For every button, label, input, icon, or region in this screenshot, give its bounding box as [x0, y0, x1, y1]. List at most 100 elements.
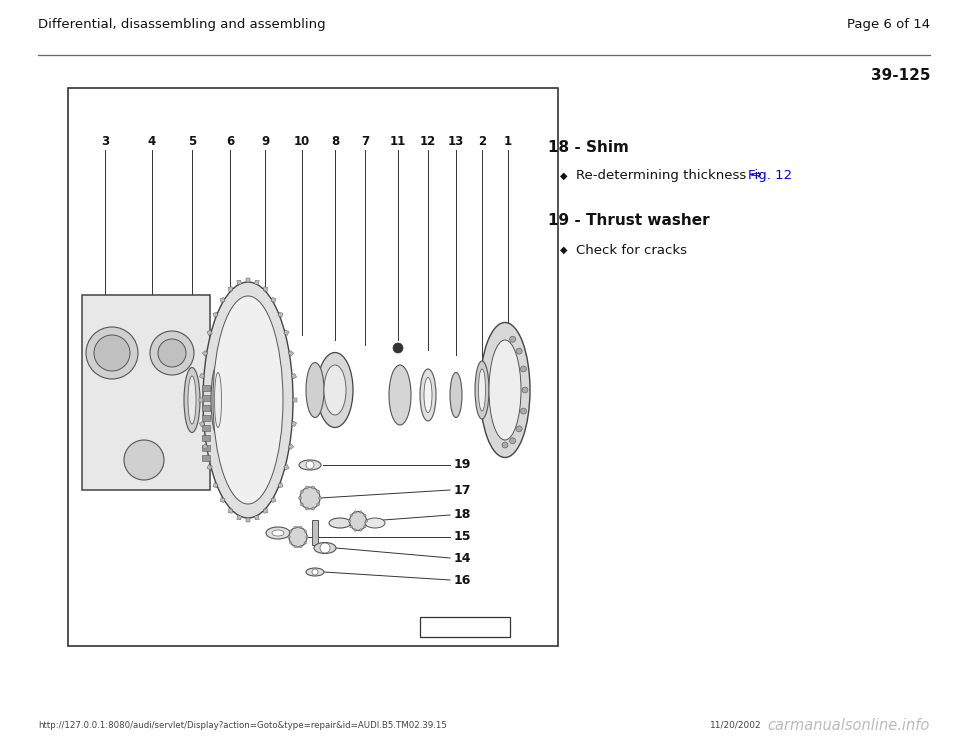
Bar — [202, 435, 210, 441]
Polygon shape — [283, 330, 289, 335]
Circle shape — [350, 525, 352, 528]
Circle shape — [304, 542, 306, 544]
Polygon shape — [288, 444, 294, 450]
Ellipse shape — [188, 376, 196, 424]
Ellipse shape — [349, 511, 367, 531]
Polygon shape — [278, 483, 283, 488]
Bar — [202, 425, 210, 431]
Bar — [202, 455, 210, 461]
Ellipse shape — [365, 518, 385, 528]
Ellipse shape — [211, 364, 225, 436]
Polygon shape — [203, 350, 208, 356]
Text: 19: 19 — [454, 459, 471, 471]
Bar — [202, 405, 210, 411]
Ellipse shape — [389, 365, 411, 425]
Text: ◆: ◆ — [560, 171, 567, 181]
Circle shape — [393, 343, 403, 353]
Text: 6: 6 — [226, 135, 234, 148]
Polygon shape — [200, 373, 204, 378]
Polygon shape — [283, 464, 289, 470]
Ellipse shape — [272, 530, 284, 536]
Text: 14: 14 — [454, 551, 471, 565]
Ellipse shape — [324, 365, 346, 415]
Ellipse shape — [489, 340, 521, 440]
Bar — [202, 385, 210, 391]
Text: http://127.0.0.1:8080/audi/servlet/Display?action=Goto&type=repair&id=AUDI.B5.TM: http://127.0.0.1:8080/audi/servlet/Displ… — [38, 720, 446, 729]
Polygon shape — [199, 398, 203, 402]
Circle shape — [305, 486, 308, 489]
Ellipse shape — [289, 527, 307, 547]
Text: 18 - Shim: 18 - Shim — [548, 140, 629, 155]
Polygon shape — [237, 516, 241, 520]
Circle shape — [305, 507, 308, 510]
Polygon shape — [291, 421, 297, 427]
Circle shape — [359, 529, 362, 531]
Circle shape — [306, 536, 308, 538]
Circle shape — [364, 514, 366, 516]
Text: 8: 8 — [331, 135, 339, 148]
Circle shape — [350, 514, 352, 516]
Circle shape — [312, 486, 315, 489]
Bar — [68, 88, 558, 646]
Circle shape — [150, 331, 194, 375]
Polygon shape — [203, 444, 208, 450]
Polygon shape — [271, 498, 276, 502]
Ellipse shape — [299, 460, 321, 470]
Polygon shape — [200, 421, 204, 427]
Ellipse shape — [184, 367, 200, 433]
Text: 10: 10 — [294, 135, 310, 148]
Circle shape — [299, 496, 301, 499]
Ellipse shape — [214, 372, 222, 427]
Text: 3: 3 — [101, 135, 109, 148]
Circle shape — [288, 536, 290, 538]
Text: 7: 7 — [361, 135, 369, 148]
Polygon shape — [237, 280, 241, 284]
Text: A39-0069: A39-0069 — [438, 622, 492, 632]
Circle shape — [312, 569, 318, 575]
Text: 11/20/2002: 11/20/2002 — [710, 720, 761, 729]
Circle shape — [359, 510, 362, 513]
Circle shape — [290, 530, 292, 532]
Circle shape — [510, 438, 516, 444]
Circle shape — [94, 335, 130, 371]
Circle shape — [300, 503, 303, 506]
Ellipse shape — [203, 282, 293, 518]
Ellipse shape — [420, 369, 436, 421]
Ellipse shape — [306, 568, 324, 576]
Ellipse shape — [450, 372, 462, 418]
Polygon shape — [228, 509, 232, 513]
Text: 39-125: 39-125 — [871, 68, 930, 83]
Text: Differential, disassembling and assembling: Differential, disassembling and assembli… — [38, 18, 325, 31]
Circle shape — [317, 503, 320, 506]
Polygon shape — [254, 280, 259, 284]
Text: 17: 17 — [454, 484, 471, 496]
Ellipse shape — [300, 487, 320, 509]
Ellipse shape — [266, 527, 290, 539]
Polygon shape — [246, 278, 250, 282]
Circle shape — [320, 543, 330, 553]
Polygon shape — [213, 312, 218, 318]
Text: 1: 1 — [504, 135, 512, 148]
Polygon shape — [293, 398, 297, 402]
Circle shape — [510, 336, 516, 342]
Text: 13: 13 — [448, 135, 464, 148]
Circle shape — [124, 440, 164, 480]
Circle shape — [312, 507, 315, 510]
Circle shape — [86, 327, 138, 379]
Text: Page 6 of 14: Page 6 of 14 — [847, 18, 930, 31]
Text: 19 - Thrust washer: 19 - Thrust washer — [548, 213, 709, 228]
Circle shape — [317, 490, 320, 493]
Polygon shape — [206, 330, 212, 335]
Circle shape — [502, 442, 508, 448]
Circle shape — [306, 461, 314, 469]
Polygon shape — [263, 286, 268, 292]
Circle shape — [300, 526, 302, 529]
Ellipse shape — [424, 378, 432, 413]
Circle shape — [520, 408, 526, 414]
Circle shape — [522, 387, 528, 393]
Ellipse shape — [314, 542, 336, 554]
Ellipse shape — [317, 352, 353, 427]
Circle shape — [364, 525, 366, 528]
Text: 9: 9 — [261, 135, 269, 148]
Bar — [312, 520, 318, 545]
